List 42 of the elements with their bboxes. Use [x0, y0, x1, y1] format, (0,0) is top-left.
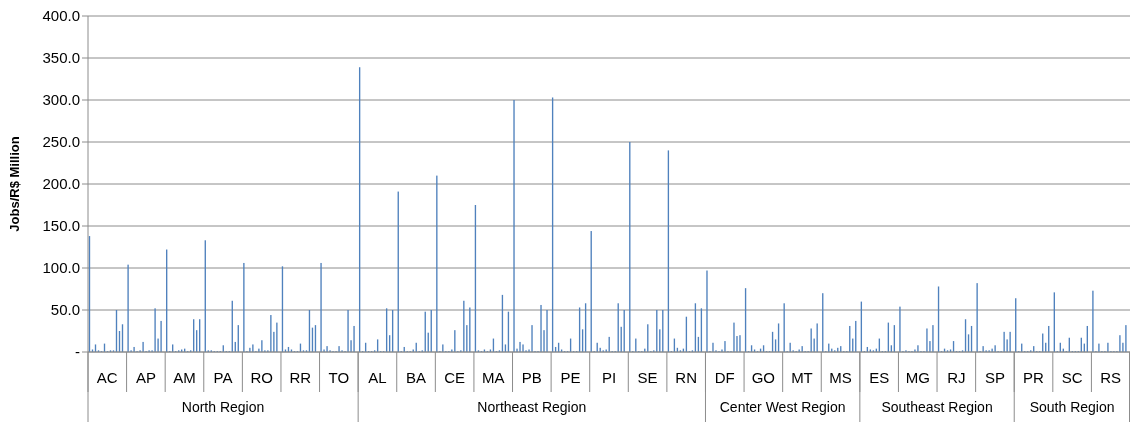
y-tick-label: 300.0: [42, 91, 80, 109]
x-tick-label: RJ: [947, 368, 966, 386]
x-tick-label: GO: [751, 368, 776, 386]
x-tick-label: SE: [637, 368, 658, 386]
y-tick-label: 350.0: [42, 49, 80, 67]
y-tick-label: 150.0: [42, 217, 80, 235]
x-tick-label: TO: [328, 368, 350, 386]
x-tick-label: PI: [601, 368, 617, 386]
x-tick-label: AL: [368, 368, 387, 386]
x-tick-label: PB: [521, 368, 542, 386]
x-tick-label: AP: [135, 368, 156, 386]
x-tick-label: DF: [714, 368, 735, 386]
x-tick-label: MG: [905, 368, 930, 386]
x-tick-label: PE: [560, 368, 581, 386]
text: South Region: [1029, 399, 1115, 415]
text: Southeast Region: [881, 399, 993, 415]
x-tick-label: ES: [869, 368, 890, 386]
x-tick-label: PR: [1023, 368, 1045, 386]
y-tick-label: -: [75, 343, 80, 361]
x-tick-label: RN: [675, 368, 698, 386]
x-tick-label: PA: [213, 368, 233, 386]
x-tick-label: CE: [444, 368, 466, 386]
text: North Region: [181, 399, 265, 415]
x-tick-label: MS: [829, 368, 852, 386]
y-tick-label: 100.0: [42, 259, 80, 277]
text: Northeast Region: [477, 399, 587, 415]
y-tick-label: 400.0: [42, 7, 80, 25]
x-tick-label: MA: [481, 368, 505, 386]
text: Center West Region: [719, 399, 846, 415]
x-tick-label: SC: [1061, 368, 1083, 386]
x-tick-label: AC: [96, 368, 118, 386]
y-axis-title: Jobs/R$ Million: [6, 136, 22, 232]
x-tick-label: MT: [791, 368, 813, 386]
x-tick-label: BA: [406, 368, 427, 386]
x-tick-label: RO: [250, 368, 273, 386]
y-tick-label: 200.0: [42, 175, 80, 193]
x-tick-label: RS: [1100, 368, 1122, 386]
x-tick-label: RR: [289, 368, 312, 386]
y-tick-label: 50.0: [50, 301, 80, 319]
x-tick-label: SP: [984, 368, 1005, 386]
x-tick-label: AM: [173, 368, 196, 386]
y-tick-label: 250.0: [42, 133, 80, 151]
